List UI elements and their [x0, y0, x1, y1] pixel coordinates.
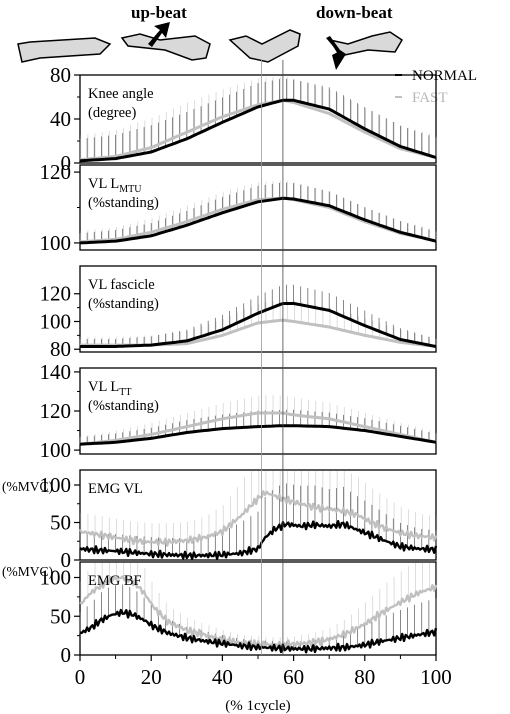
- x-tick-label: 0: [75, 665, 86, 689]
- emg-bf-unit-label: (%MVC): [2, 564, 53, 579]
- y-tick-label: 120: [40, 399, 72, 423]
- y-tick-label: 100: [40, 231, 72, 255]
- y-tick-label: 50: [50, 604, 71, 628]
- x-axis-label: (% 1cycle): [225, 698, 290, 714]
- y-tick-label: 0: [61, 643, 72, 667]
- y-tick-label: 140: [40, 360, 72, 384]
- y-tick-label: 100: [40, 438, 72, 462]
- y-tick-label: 80: [50, 63, 71, 87]
- series-line-normal: [79, 196, 437, 245]
- panel-label-line: (degree): [88, 105, 136, 121]
- sd-bars: [79, 284, 438, 347]
- panel-label-line: VL LMTU: [88, 176, 142, 195]
- panel-emg_vl: 0 50 100 EMG VL: [40, 469, 438, 572]
- sd-bars: [79, 76, 438, 161]
- series-line-fast: [78, 490, 438, 547]
- panel-fascicle: 80 100 120 VL fascicle (%standing): [40, 265, 438, 361]
- y-tick-label: 40: [50, 107, 71, 131]
- y-tick-label: 100: [40, 473, 72, 497]
- leg-down-beat-arrow-icon: [326, 36, 346, 70]
- x-axis: 0 20 40 60 80 100: [75, 655, 452, 689]
- panel-label-line: EMG BF: [88, 573, 142, 589]
- panel-emg_bf: 0 50 100 EMG BF: [40, 561, 438, 667]
- leg-up-beat-icon: [17, 37, 112, 63]
- y-tick-label: 100: [40, 566, 72, 590]
- series-line-fast: [79, 411, 437, 446]
- series-line-normal: [79, 424, 437, 446]
- y-tick-label: 0: [61, 151, 72, 175]
- up-beat-label: up-beat: [131, 3, 187, 22]
- panel-lmtu: 100 120 VL LMTU(%standing): [40, 160, 438, 255]
- series-line-normal: [79, 98, 437, 163]
- y-tick-label: 0: [61, 548, 72, 572]
- x-tick-label: 20: [141, 665, 162, 689]
- leg-up-beat-arrow-icon: [148, 22, 170, 47]
- panel-frame: [79, 469, 437, 561]
- panel-frame: [79, 265, 437, 353]
- series-line-fast: [79, 574, 438, 649]
- panel-label-line: VL LTT: [88, 379, 132, 398]
- y-tick-label: 120: [40, 282, 72, 306]
- y-tick-label: 120: [40, 160, 72, 184]
- leg-mid-icon: [228, 29, 301, 63]
- leg-bent-icon: [120, 33, 211, 61]
- legend-fast-label: FAST: [412, 90, 448, 106]
- series-line-fast: [79, 98, 437, 162]
- panel-label-line: VL fascicle: [88, 277, 155, 293]
- y-tick-label: 80: [50, 337, 71, 361]
- sd-bars: [79, 563, 438, 649]
- series-line-normal: [79, 520, 438, 560]
- y-tick-label: 100: [40, 309, 72, 333]
- x-tick-label: 40: [212, 665, 233, 689]
- x-tick-label: 60: [283, 665, 304, 689]
- panel-label-line: Knee angle: [88, 86, 154, 102]
- series-line-normal: [79, 608, 438, 654]
- gait-illustrations: up-beat down-beat: [17, 3, 404, 70]
- series-line-normal: [80, 302, 437, 348]
- panel-label-line: (%standing): [88, 398, 159, 414]
- emg-vl-unit-label: (%MVC): [2, 479, 53, 494]
- panel-label-line: (%standing): [88, 296, 159, 312]
- y-tick-label: 50: [50, 511, 71, 535]
- legend: NORMAL FAST: [395, 68, 477, 106]
- legend-normal-label: NORMAL: [412, 68, 477, 84]
- panel-ltt: 100 120 140 VL LTT(%standing): [40, 360, 438, 462]
- panel-label-line: EMG VL: [88, 481, 143, 497]
- leg-down-beat-icon: [328, 31, 404, 57]
- x-tick-label: 100: [420, 665, 452, 689]
- down-beat-label: down-beat: [316, 3, 393, 22]
- panel-label-line: (%standing): [88, 195, 159, 211]
- panel-knee: 0 40 80 Knee angle (degree): [50, 63, 438, 175]
- x-tick-label: 80: [354, 665, 375, 689]
